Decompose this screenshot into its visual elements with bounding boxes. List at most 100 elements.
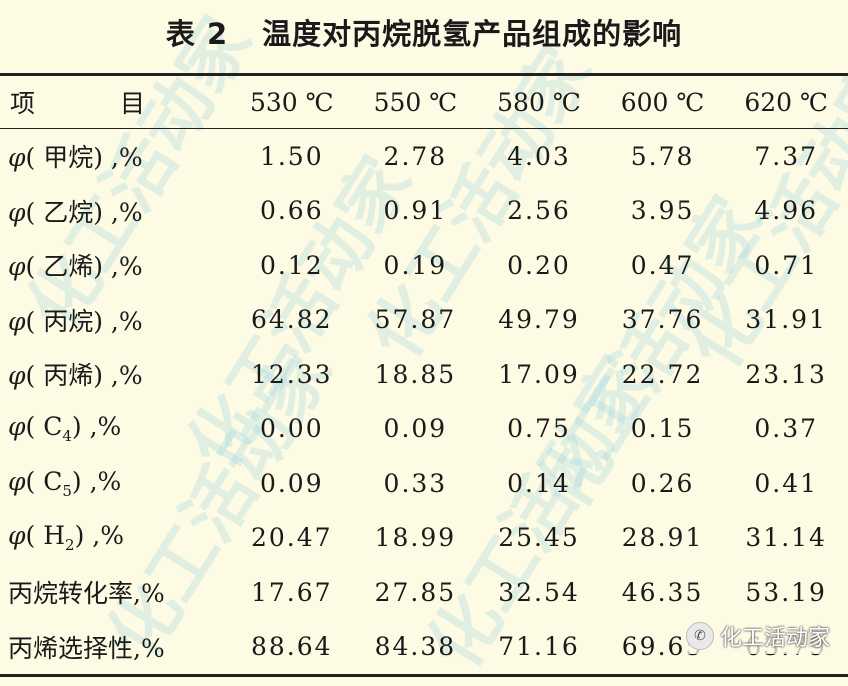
- table-cell: 25.45: [498, 523, 580, 553]
- row-label-text: ( 乙烯) ,%: [25, 252, 143, 282]
- table-cell: 0.91: [383, 196, 448, 226]
- table-cell: 0.00: [259, 414, 324, 444]
- row-label: φ( 甲烷) ,%: [0, 129, 230, 184]
- table-cell: 20.47: [251, 523, 333, 553]
- table-number: 表 2: [165, 17, 229, 51]
- column-header-600: 600 ℃: [600, 73, 725, 129]
- row-label-subscript: 2: [65, 536, 75, 555]
- row-label-text: ( 乙烷) ,%: [25, 197, 143, 227]
- table-cell: 31.14: [745, 523, 827, 553]
- table-cell: 0.15: [630, 414, 695, 444]
- table-row: 丙烷转化率,% 17.67 27.85 32.54 46.35 53.19: [0, 565, 848, 620]
- table-cell: 22.72: [621, 359, 704, 389]
- phi-symbol: φ: [8, 143, 26, 173]
- column-header-550: 550 ℃: [353, 73, 478, 129]
- row-label: φ( C4) ,%: [0, 402, 230, 457]
- row-label: 丙烷转化率,%: [0, 565, 230, 620]
- table-cell: 69.65: [600, 619, 725, 677]
- table-row: φ( C4) ,% 0.00 0.09 0.75 0.15 0.37: [0, 402, 848, 457]
- table-cell: 0.26: [630, 468, 695, 498]
- row-label-text: ( C: [25, 412, 63, 442]
- table-caption: 温度对丙烷脱氢产品组成的影响: [262, 17, 683, 51]
- table-cell: 18.85: [374, 359, 457, 389]
- table-cell: 0.12: [259, 250, 324, 280]
- phi-symbol: φ: [8, 306, 26, 336]
- column-header-620: 620 ℃: [724, 73, 848, 129]
- table-row: φ( C5) ,% 0.09 0.33 0.14 0.26 0.41: [0, 456, 848, 511]
- table-cell: 46.35: [621, 577, 704, 607]
- table-cell: 37.76: [621, 305, 704, 335]
- table-row: φ( 乙烷) ,% 0.66 0.91 2.56 3.95 4.96: [0, 184, 848, 239]
- table-cell: 2.78: [383, 141, 448, 171]
- table-cell: 0.09: [259, 468, 324, 498]
- column-header-580: 580 ℃: [477, 73, 601, 129]
- table-cell: 0.33: [383, 468, 448, 498]
- table-cell: 4.96: [754, 196, 819, 226]
- table-row: φ( 甲烷) ,% 1.50 2.78 4.03 5.78 7.37: [0, 129, 848, 184]
- table-cell: 32.54: [498, 577, 580, 607]
- data-table: 项 目 530 ℃ 550 ℃ 580 ℃ 600 ℃ 620 ℃ φ( 甲烷)…: [0, 73, 848, 677]
- row-label: φ( 乙烯) ,%: [0, 238, 230, 293]
- table-cell: 49.79: [498, 305, 580, 335]
- table-cell: 0.75: [507, 414, 571, 444]
- column-header-item: 项 目: [0, 73, 230, 129]
- row-label: 丙烯选择性,%: [0, 619, 230, 677]
- table-cell: 0.41: [754, 468, 819, 498]
- table-cell: 17.09: [498, 359, 580, 389]
- row-label: φ( H2) ,%: [0, 511, 230, 566]
- row-label: φ( C5) ,%: [0, 456, 230, 511]
- table-title: 表 2 温度对丙烷脱氢产品组成的影响: [0, 0, 848, 70]
- table-cell: 0.14: [507, 468, 571, 498]
- phi-symbol: φ: [8, 361, 26, 391]
- table-cell: 0.09: [383, 414, 448, 444]
- row-label-text: 丙烯选择性,%: [8, 633, 165, 663]
- row-label: φ( 乙烷) ,%: [0, 184, 230, 239]
- phi-symbol: φ: [8, 197, 26, 227]
- table-cell: 28.91: [621, 523, 704, 553]
- brand-watermark: ✆ 化工活动家: [681, 618, 834, 654]
- row-label-unit: ) ,%: [71, 412, 122, 442]
- table-cell: 2.56: [507, 196, 571, 226]
- row-label-text: ( 丙烯) ,%: [25, 361, 143, 391]
- table-cell: 53.19: [745, 577, 827, 607]
- table-row: φ( 丙烷) ,% 64.82 57.87 49.79 37.76 31.91: [0, 293, 848, 348]
- table-row: φ( 乙烯) ,% 0.12 0.19 0.20 0.47 0.71: [0, 238, 848, 293]
- row-label-unit: ) ,%: [71, 466, 122, 496]
- table-cell: 17.67: [251, 577, 333, 607]
- table-cell: 4.03: [507, 141, 571, 171]
- table-cell: 27.85: [374, 577, 457, 607]
- table-cell: 0.66: [259, 196, 324, 226]
- table-cell: 88.64: [230, 619, 354, 677]
- table-cell: 0.20: [507, 250, 571, 280]
- column-header-530: 530 ℃: [230, 73, 354, 129]
- table-body: φ( 甲烷) ,% 1.50 2.78 4.03 5.78 7.37 φ( 乙烷) ,% 0.…: [0, 129, 848, 677]
- table-row: φ( H2) ,% 20.47 18.99 25.45 28.91 31.14: [0, 511, 848, 566]
- table-cell: 0.19: [383, 250, 448, 280]
- table-cell: 84.38: [353, 619, 478, 677]
- table-cell: 18.99: [374, 523, 457, 553]
- row-label-subscript: 5: [62, 481, 72, 500]
- row-label-text: 丙烷转化率,%: [8, 579, 165, 609]
- table-cell: 71.16: [477, 619, 601, 677]
- phi-symbol: φ: [8, 521, 26, 551]
- row-label: φ( 丙烷) ,%: [0, 293, 230, 348]
- table-cell: 5.78: [630, 141, 695, 171]
- wechat-icon: ✆: [685, 622, 714, 650]
- row-label: φ( 丙烯) ,%: [0, 347, 230, 402]
- table-header-row: 项 目 530 ℃ 550 ℃ 580 ℃ 600 ℃ 620 ℃: [0, 73, 848, 129]
- table-cell: 31.91: [745, 305, 827, 335]
- table-cell: 0.37: [754, 414, 819, 444]
- table-cell: 57.87: [374, 305, 457, 335]
- table-row: φ( 丙烯) ,% 12.33 18.85 17.09 22.72 23.13: [0, 347, 848, 402]
- table-cell: 23.13: [745, 359, 827, 389]
- table-cell: 7.37: [754, 141, 819, 171]
- table-cell: 12.33: [251, 359, 333, 389]
- row-label-unit: ) ,%: [74, 521, 124, 551]
- row-label-text: ( 丙烷) ,%: [25, 306, 143, 336]
- brand-name: 化工活动家: [719, 626, 830, 651]
- table-cell: 0.47: [630, 250, 695, 280]
- row-label-subscript: 4: [62, 427, 72, 446]
- table-cell: 0.71: [754, 250, 819, 280]
- row-label-text: ( C: [25, 466, 63, 496]
